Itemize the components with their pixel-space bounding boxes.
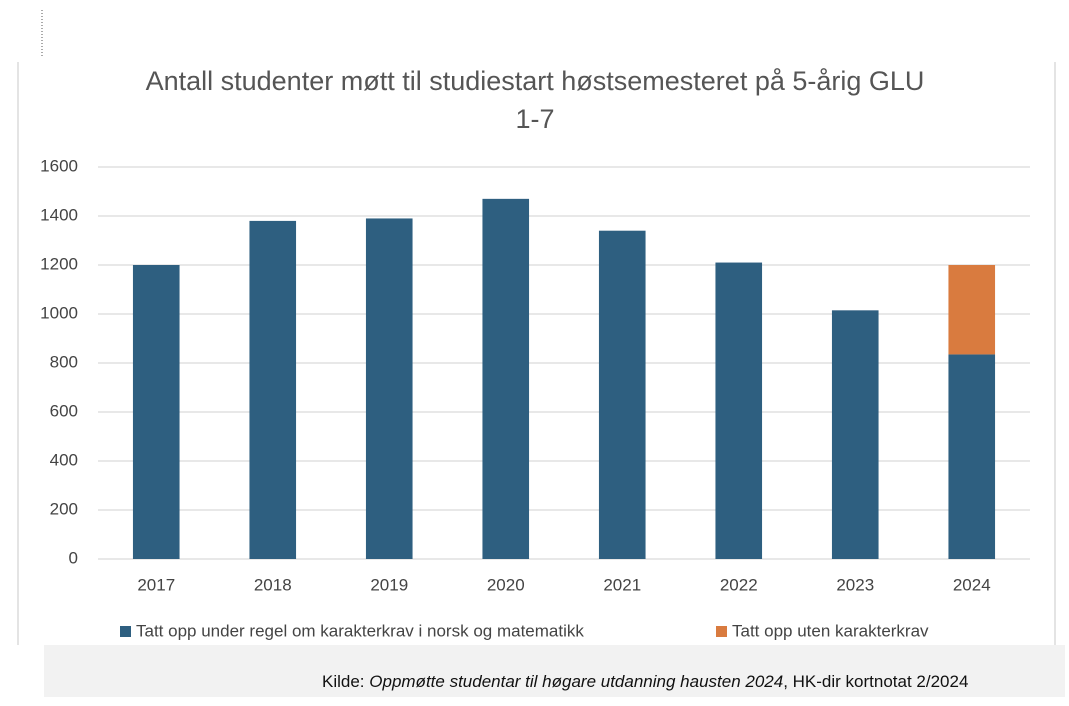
chart-title: Antall studenter møtt til studiestart hø… [145,66,925,134]
x-tick-label: 2017 [137,575,175,594]
legend-label: Tatt opp uten karakterkrav [732,621,929,640]
x-tick-label: 2022 [720,575,758,594]
legend-label: Tatt opp under regel om karakterkrav i n… [136,621,584,640]
source-suffix: , HK-dir kortnotat 2/2024 [783,672,969,691]
y-tick-label: 1200 [40,254,78,273]
legend-swatch [120,626,131,637]
y-tick-label: 0 [69,548,78,567]
source-prefix: Kilde: [322,672,365,691]
y-tick-label: 800 [50,352,78,371]
bar-segment [831,310,879,559]
bar-segment [132,265,180,559]
bar-segment [948,354,996,559]
y-tick-label: 1400 [40,205,78,224]
source-text: Kilde: Oppmøtte studentar til høgare utd… [322,672,968,692]
bar-segment [365,218,413,559]
legend-swatch [716,626,727,637]
bar-segment [482,198,530,559]
x-tick-label: 2023 [836,575,874,594]
y-tick-label: 1600 [40,156,78,175]
bar-segment [249,220,297,559]
y-tick-label: 400 [50,450,78,469]
bar-segment [715,262,763,559]
x-tick-label: 2019 [370,575,408,594]
bar-segment [948,265,996,355]
x-tick-label: 2020 [487,575,525,594]
y-tick-label: 600 [50,401,78,420]
y-tick-label: 200 [50,499,78,518]
x-tick-label: 2024 [953,575,991,594]
x-tick-label: 2018 [254,575,292,594]
source-box: Kilde: Oppmøtte studentar til høgare utd… [44,645,1065,697]
source-title: Oppmøtte studentar til høgare utdanning … [369,672,784,691]
y-tick-label: 1000 [40,303,78,322]
x-tick-label: 2021 [603,575,641,594]
bar-segment [598,230,646,559]
